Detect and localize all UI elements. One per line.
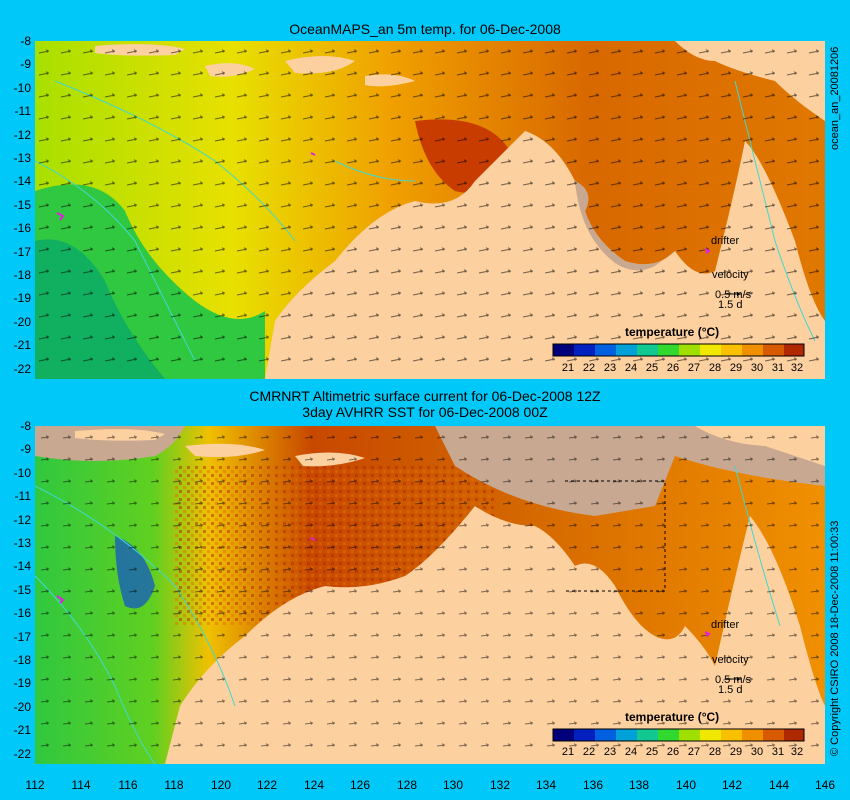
bottom-map-canvas <box>35 426 825 764</box>
bottom-side-label: © Copyright CSIRO 2008 18-Dec-2008 11:00… <box>829 520 841 756</box>
colorbar-tick: 31 <box>771 362 785 374</box>
lat-tick: -16 <box>13 606 31 620</box>
lat-tick: -22 <box>13 747 31 761</box>
lat-tick: -10 <box>13 466 31 480</box>
lat-tick: -8 <box>20 34 31 48</box>
colorbar-tick: 27 <box>687 746 701 758</box>
lon-tick: 128 <box>396 778 418 792</box>
lat-tick: -9 <box>20 57 31 71</box>
lat-tick: -13 <box>13 151 31 165</box>
lat-tick: -19 <box>13 291 31 305</box>
colorbar-tick: 22 <box>582 362 596 374</box>
lat-tick: -10 <box>13 81 31 95</box>
colorbar-tick: 29 <box>729 362 743 374</box>
lat-tick: -18 <box>13 268 31 282</box>
lon-tick: 116 <box>118 778 138 792</box>
colorbar-tick: 22 <box>582 746 596 758</box>
lon-tick: 134 <box>535 778 557 792</box>
colorbar-tick: 21 <box>561 746 575 758</box>
drifter-track <box>56 595 65 604</box>
lon-tick: 146 <box>814 778 836 792</box>
lat-tick: -11 <box>14 104 31 118</box>
lon-tick: 112 <box>25 778 45 792</box>
lon-tick: 120 <box>210 778 232 792</box>
lon-tick: 130 <box>442 778 464 792</box>
lat-tick: -17 <box>13 630 31 644</box>
top-colorbar <box>552 343 805 357</box>
top-side-label: ocean_an_20081206 <box>829 46 841 150</box>
top-velocity-scale: 0.5 m/s <box>715 289 752 301</box>
colorbar-tick: 32 <box>790 746 804 758</box>
bottom-map <box>35 426 825 764</box>
lon-tick: 144 <box>768 778 790 792</box>
colorbar-tick: 27 <box>687 362 701 374</box>
colorbar-tick: 24 <box>624 746 638 758</box>
lon-tick: 142 <box>721 778 743 792</box>
lon-tick: 126 <box>349 778 371 792</box>
colorbar-tick: 32 <box>790 362 804 374</box>
bottom-velocity-scale: 0.5 m/s <box>715 674 752 686</box>
top-velocity-time: 1.5 d <box>718 299 743 311</box>
lon-tick: 132 <box>489 778 511 792</box>
lat-tick: -15 <box>13 583 31 597</box>
lat-tick: -17 <box>13 245 31 259</box>
colorbar-tick: 25 <box>645 362 659 374</box>
lat-tick: -9 <box>20 442 31 456</box>
lon-tick: 124 <box>303 778 325 792</box>
colorbar-tick: 28 <box>708 362 722 374</box>
bottom-legend-title: temperature (°C) <box>625 710 720 724</box>
lon-tick: 136 <box>582 778 604 792</box>
bottom-colorbar <box>552 728 805 742</box>
colorbar-tick: 23 <box>603 362 617 374</box>
lat-tick: -11 <box>14 489 31 503</box>
top-panel-title: OceanMAPS_an 5m temp. for 06-Dec-2008 <box>289 21 561 37</box>
colorbar-tick: 29 <box>729 746 743 758</box>
colorbar-tick: 26 <box>666 746 680 758</box>
top-drifter-label: drifter <box>711 235 740 247</box>
lat-tick: -16 <box>13 221 31 235</box>
lat-tick: -14 <box>13 174 31 188</box>
top-velocity-label: velocity <box>712 269 749 281</box>
lat-tick: -14 <box>13 559 31 573</box>
colorbar-tick: 30 <box>750 746 764 758</box>
colorbar-tick: 28 <box>708 746 722 758</box>
colorbar-tick: 26 <box>666 362 680 374</box>
lon-tick: 114 <box>71 778 91 792</box>
colorbar-tick: 30 <box>750 362 764 374</box>
bottom-panel-title-1: CMRNRT Altimetric surface current for 06… <box>249 388 601 404</box>
bottom-velocity-time: 1.5 d <box>718 684 743 696</box>
lat-tick: -15 <box>13 198 31 212</box>
bottom-drifter-label: drifter <box>711 619 740 631</box>
lon-tick: 140 <box>675 778 697 792</box>
lat-tick: -8 <box>20 419 31 433</box>
top-map <box>35 41 825 379</box>
colorbar-tick: 31 <box>771 746 785 758</box>
colorbar-tick: 23 <box>603 746 617 758</box>
lat-tick: -13 <box>13 536 31 550</box>
colorbar-tick: 24 <box>624 362 638 374</box>
drifter-track <box>56 212 65 221</box>
lat-tick: -20 <box>13 315 31 329</box>
lat-tick: -21 <box>13 338 31 352</box>
lat-tick: -12 <box>13 128 31 142</box>
bottom-velocity-label: velocity <box>712 654 749 666</box>
bottom-panel-title-2: 3day AVHRR SST for 06-Dec-2008 00Z <box>302 404 548 420</box>
lat-tick: -21 <box>13 723 31 737</box>
lat-tick: -19 <box>13 676 31 690</box>
colorbar-tick: 25 <box>645 746 659 758</box>
top-map-canvas <box>35 41 825 379</box>
lat-tick: -20 <box>13 700 31 714</box>
lat-tick: -12 <box>13 513 31 527</box>
lon-tick: 118 <box>164 778 184 792</box>
lat-tick: -18 <box>13 653 31 667</box>
top-legend-title: temperature (°C) <box>625 325 720 339</box>
lat-tick: -22 <box>13 362 31 376</box>
lon-tick: 122 <box>256 778 278 792</box>
colorbar-tick: 21 <box>561 362 575 374</box>
lon-tick: 138 <box>628 778 650 792</box>
